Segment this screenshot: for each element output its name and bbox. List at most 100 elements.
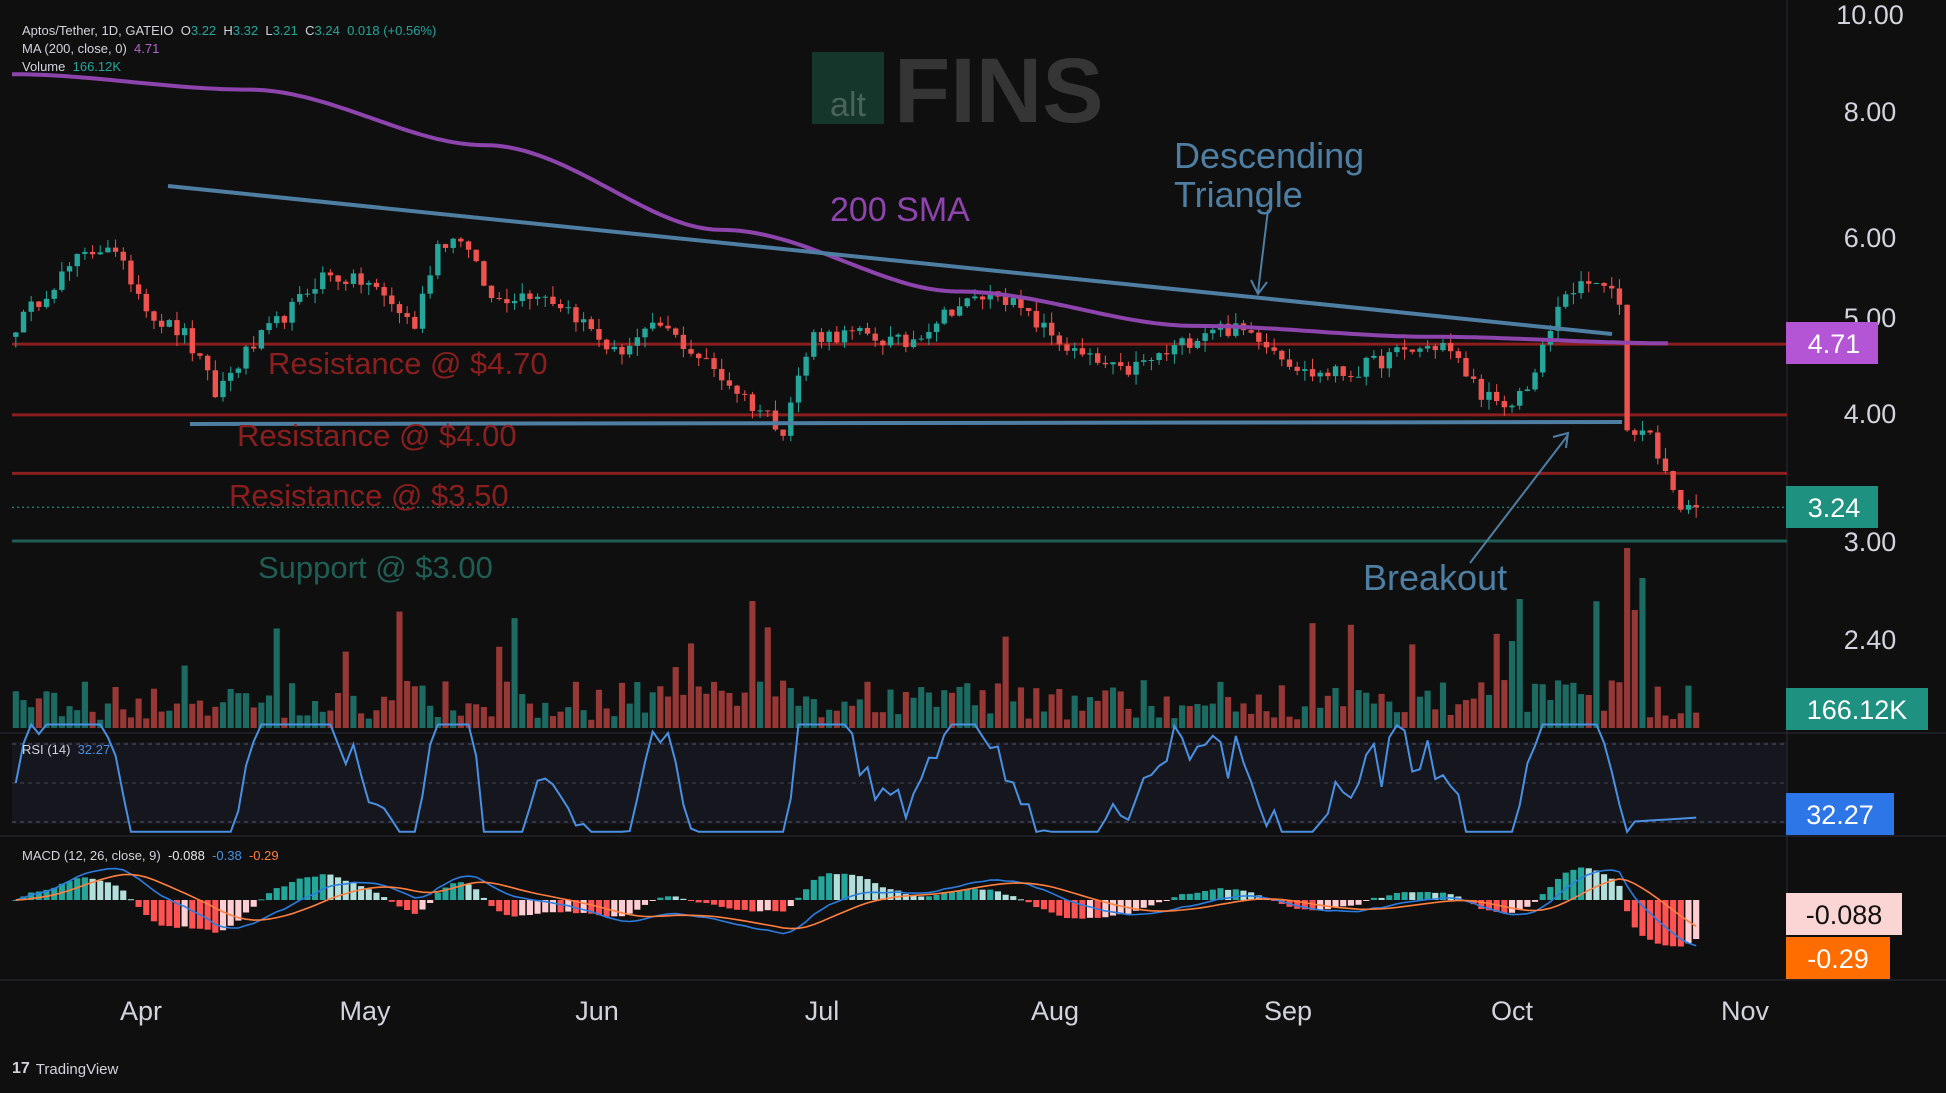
macd-histogram-bar (941, 892, 948, 900)
macd-histogram-bar (1140, 900, 1147, 908)
symbol-line: Aptos/Tether, 1D, GATEIO O3.22 H3.32 L3.… (22, 22, 436, 40)
volume-bar (250, 707, 257, 728)
candle-body (366, 282, 372, 285)
candle-body (757, 410, 763, 412)
macd-histogram-bar (1562, 872, 1569, 900)
rsi-legend[interactable]: RSI (14) 32.27 (22, 741, 110, 759)
candle-body (1616, 288, 1623, 305)
macd-histogram-bar (1608, 878, 1615, 900)
candle-body (1693, 504, 1699, 508)
macd-histogram-bar (1493, 900, 1500, 912)
volume-bar (1048, 694, 1055, 728)
macd-histogram-bar (166, 900, 173, 927)
tradingview-logo-icon: 17 (12, 1060, 30, 1077)
volume-bar (288, 683, 296, 728)
candle-body (66, 266, 73, 272)
macd-histogram-bar (242, 900, 250, 913)
macd-histogram-bar (189, 900, 196, 929)
macd-histogram-bar (519, 900, 526, 916)
candle-body (1493, 391, 1500, 402)
macd-line (15, 867, 1697, 947)
volume-bar (634, 682, 641, 728)
volume-bar (1524, 711, 1531, 728)
volume-bar (918, 687, 925, 728)
macd-histogram-bar (780, 900, 787, 912)
volume-bar (1148, 705, 1155, 728)
volume-bar (1209, 703, 1216, 728)
candle-body (527, 293, 533, 299)
volume-bar (503, 681, 510, 728)
candle-body (381, 287, 387, 296)
macd-histogram-bar (250, 900, 257, 907)
candle-body (289, 301, 295, 323)
candle-body (557, 303, 564, 309)
ma-legend-line[interactable]: MA (200, close, 0) 4.71 (22, 40, 436, 58)
volume-bar (373, 710, 380, 728)
macd-histogram-bar (273, 888, 280, 900)
candle-body (1202, 333, 1208, 341)
tradingview-footer[interactable]: 17 TradingView (12, 1060, 118, 1078)
macd-legend[interactable]: MACD (12, 26, close, 9) -0.088 -0.38 -0.… (22, 847, 279, 865)
volume-bar (687, 643, 695, 728)
volume-bar (1508, 641, 1516, 728)
volume-bars (12, 548, 1700, 728)
macd-histogram-bar (833, 874, 840, 900)
ma-legend-value: 4.71 (134, 41, 160, 56)
candle-body (1363, 357, 1369, 377)
volume-bar (419, 685, 426, 728)
candle-body (1593, 283, 1600, 285)
volume-bar (810, 699, 817, 728)
candle-body (550, 296, 556, 304)
volume-legend-line[interactable]: Volume 166.12K (22, 58, 436, 76)
candle-body (1317, 372, 1323, 377)
macd-histogram-bar (335, 877, 342, 900)
resistance-470-label: Resistance @ $4.70 (268, 346, 548, 381)
candle-body (1685, 504, 1692, 510)
breakout-arrowhead (1552, 431, 1570, 449)
time-tick: Jun (575, 996, 619, 1026)
candle-body (1248, 330, 1254, 333)
candle-body (841, 330, 848, 343)
volume-bar (979, 690, 986, 728)
macd-histogram-bar (120, 890, 127, 900)
macd-histogram-bar (1156, 900, 1163, 903)
macd-histogram-bar (1524, 900, 1531, 907)
signal-line (15, 873, 1697, 930)
rsi-band (12, 742, 1787, 824)
macd-histogram-bar (910, 895, 917, 900)
volume-bar (1086, 697, 1094, 728)
candle-body (404, 313, 410, 317)
volume-bar (427, 705, 434, 728)
volume-bar (434, 716, 441, 728)
time-axis[interactable]: Apr May Jun Jul Aug Sep Oct Nov (120, 996, 1770, 1026)
candle-body (1056, 335, 1063, 345)
macd-histogram-bar (818, 876, 825, 900)
ma-legend-label: MA (200, close, 0) (22, 41, 127, 56)
volume-bar (1547, 699, 1554, 728)
candle-body (274, 316, 280, 324)
candle-body (887, 336, 894, 346)
candle-body (803, 356, 809, 376)
volume-bar (757, 681, 764, 728)
symbol-legend[interactable]: Aptos/Tether, 1D, GATEIO O3.22 H3.32 L3.… (22, 22, 436, 76)
volume-bar (611, 716, 618, 728)
volume-bar (1378, 693, 1385, 728)
volume-bar (135, 698, 142, 728)
volume-bar (1677, 713, 1684, 728)
price-tick: 4.00 (1844, 399, 1897, 429)
macd-histogram-bar (703, 900, 710, 904)
macd-histogram-bar (457, 882, 464, 900)
volume-bar (1631, 610, 1638, 728)
macd-histogram-bar (1386, 895, 1393, 900)
candle-body (818, 332, 825, 342)
macd-histogram-bar (757, 900, 764, 912)
candle-body (1302, 369, 1308, 371)
macd-histogram-bar (1209, 889, 1216, 900)
candle-body (642, 328, 648, 338)
macd-histogram-bar (864, 879, 871, 900)
price-axis[interactable]: 10.00 8.00 6.00 5.00 4.00 3.00 2.40 (1836, 0, 1904, 655)
candle-body (534, 296, 541, 299)
volume-bar (265, 695, 273, 728)
